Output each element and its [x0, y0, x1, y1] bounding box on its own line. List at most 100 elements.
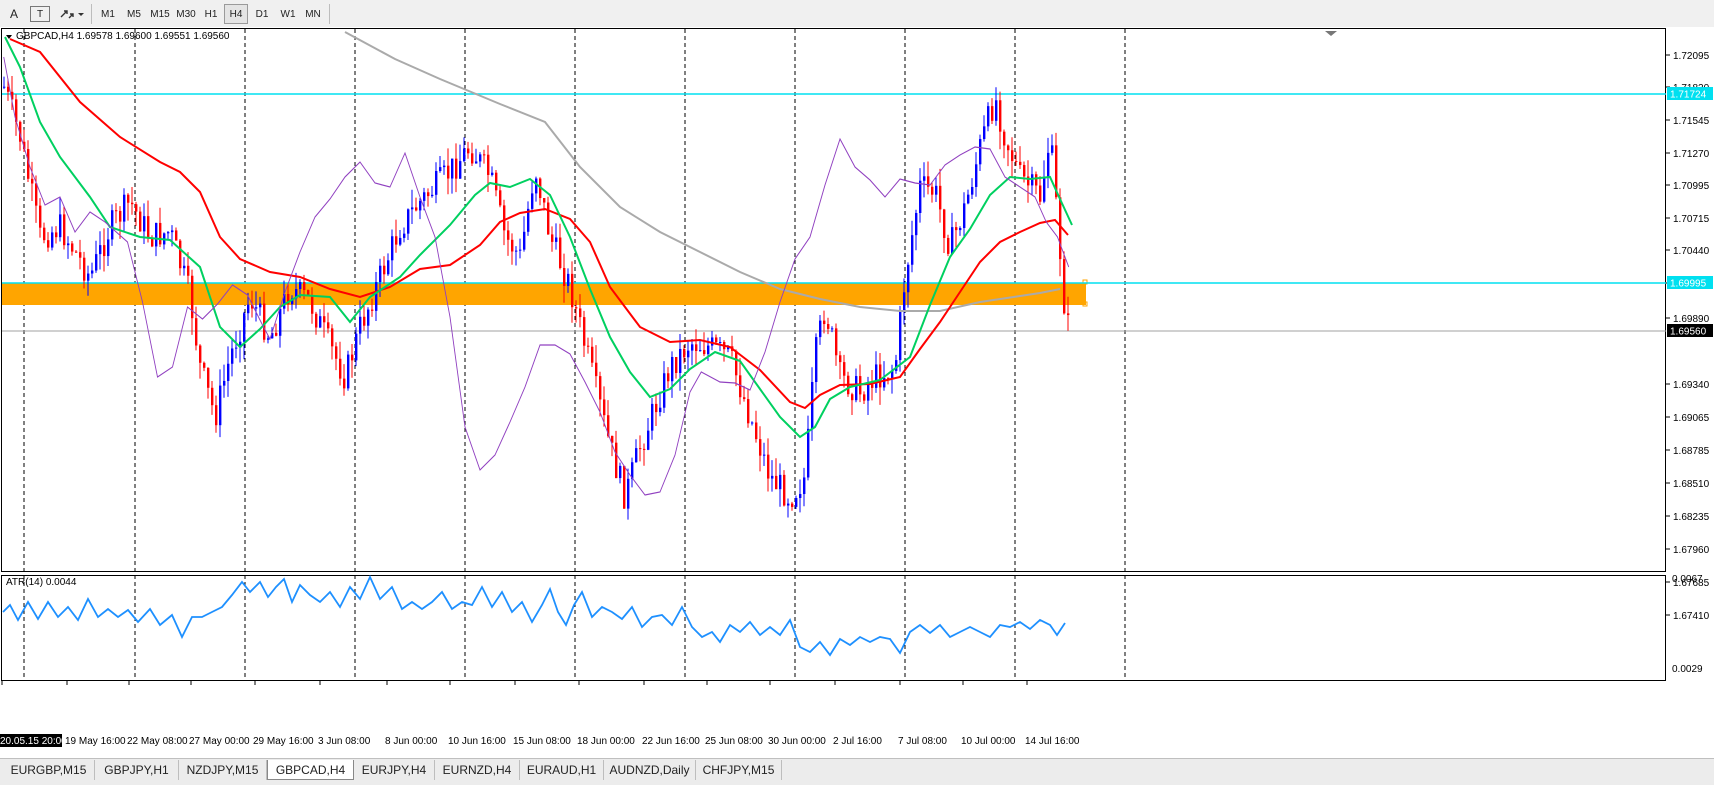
time-axis-label: 29 May 16:00	[253, 736, 314, 747]
candle-body	[431, 194, 434, 197]
candle-body	[947, 237, 950, 254]
candle-body	[1027, 176, 1030, 186]
candle-body	[651, 403, 654, 431]
tab-nzdjpy-m15[interactable]: NZDJPY,M15	[179, 760, 267, 780]
candle-body	[351, 354, 354, 361]
text-tool-button[interactable]: A	[9, 7, 18, 21]
candle-body	[135, 204, 138, 212]
candle-body	[339, 358, 342, 379]
candle-body	[303, 282, 306, 291]
candle-body	[943, 209, 946, 238]
candle-body	[1035, 174, 1038, 186]
candle-body	[235, 347, 238, 349]
timeframe-d1-button[interactable]: D1	[255, 8, 269, 20]
candle-body	[407, 209, 410, 234]
resistance-price-tag	[1667, 87, 1713, 100]
candle-body	[415, 207, 418, 211]
price-panel[interactable]	[1, 28, 1666, 572]
support-price-tag	[1667, 276, 1713, 289]
tab-eurjpy-h4[interactable]: EURJPY,H4	[354, 760, 435, 780]
candle-body	[999, 100, 1002, 132]
candle-body	[707, 345, 710, 355]
candle-body	[623, 465, 626, 509]
collapse-triangle-icon[interactable]	[6, 35, 12, 39]
timeframe-m30-button[interactable]: M30	[176, 8, 196, 20]
tab-audnzd-daily[interactable]: AUDNZD,Daily	[604, 760, 696, 780]
timeframe-w1-button[interactable]: W1	[280, 8, 296, 20]
candle-body	[39, 205, 42, 228]
candle-body	[755, 422, 758, 440]
candle-body	[383, 265, 386, 275]
time-axis-label: 25 Jun 08:00	[705, 736, 763, 747]
atr-panel[interactable]	[1, 575, 1666, 681]
timeframe-h4-button[interactable]: H4	[224, 4, 248, 24]
candle-body	[619, 465, 622, 479]
candle-body	[647, 430, 650, 450]
candle-body	[271, 332, 274, 339]
candle-body	[167, 232, 170, 234]
candle-body	[87, 273, 90, 281]
candle-body	[455, 158, 458, 179]
timeframe-h1-button[interactable]: H1	[204, 8, 218, 20]
timeframe-m1-button[interactable]: M1	[101, 8, 115, 20]
tab-eurgbp-m15[interactable]: EURGBP,M15	[3, 760, 95, 780]
tab-gbpcad-h4[interactable]: GBPCAD,H4	[267, 760, 354, 780]
candle-body	[443, 165, 446, 168]
candle-body	[207, 367, 210, 388]
candle-body	[371, 309, 374, 311]
candle-body	[819, 320, 822, 338]
candle-body	[475, 161, 478, 164]
price-axis-label: 1.67960	[1673, 545, 1710, 556]
time-axis-label: 10 Jun 16:00	[448, 736, 506, 747]
tab-euraud-h1[interactable]: EURAUD,H1	[520, 760, 604, 780]
candle-body	[243, 313, 246, 342]
support-price-label: 1.69995	[1670, 279, 1707, 290]
timeframe-m5-button[interactable]: M5	[127, 8, 141, 20]
candle-body	[599, 376, 602, 400]
candle-body	[803, 477, 806, 495]
tab-chfjpy-m15[interactable]: CHFJPY,M15	[696, 760, 782, 780]
candle-body	[143, 216, 146, 232]
toolbar: A T M1 M5 M15 M30 H1 H4 D1 W1 MN	[0, 0, 1714, 28]
candle-body	[275, 332, 278, 336]
candle-body	[451, 158, 454, 179]
candle-body	[643, 448, 646, 450]
candle-body	[387, 260, 390, 275]
candle-body	[467, 148, 470, 154]
candle-body	[27, 149, 30, 179]
candle-body	[1059, 197, 1062, 260]
arrows-tool-button[interactable]	[56, 4, 86, 24]
chart-window[interactable]: 1.720951.718201.715451.712701.709951.707…	[0, 27, 1714, 758]
candle-body	[359, 316, 362, 334]
candle-body	[307, 290, 310, 296]
candle-body	[343, 378, 346, 389]
candle-body	[483, 154, 486, 156]
candle-body	[375, 282, 378, 311]
support-zone[interactable]	[2, 283, 1086, 305]
candle-body	[895, 360, 898, 371]
candle-body	[155, 222, 158, 247]
text-label-tool-button[interactable]: T	[30, 6, 50, 22]
arrows-icon	[60, 10, 84, 19]
candle-body	[447, 165, 450, 179]
candle-body	[851, 394, 854, 401]
timeframe-m15-button[interactable]: M15	[150, 8, 170, 20]
candle-body	[23, 141, 26, 150]
tab-eurnzd-h4[interactable]: EURNZD,H4	[435, 760, 520, 780]
candle-body	[195, 318, 198, 346]
candle-body	[779, 474, 782, 490]
candle-body	[395, 236, 398, 245]
candle-body	[863, 394, 866, 401]
candle-body	[575, 307, 578, 309]
candle-body	[219, 385, 222, 426]
current-price-label: 1.69560	[1670, 327, 1707, 338]
timeframe-mn-button[interactable]: MN	[305, 8, 321, 20]
tab-gbpjpy-h1[interactable]: GBPJPY,H1	[95, 760, 179, 780]
candle-body	[995, 100, 998, 121]
candle-body	[871, 384, 874, 388]
chart-shift-marker-icon[interactable]	[1325, 31, 1337, 36]
candle-body	[855, 376, 858, 401]
candle-body	[251, 304, 254, 309]
candle-body	[1067, 313, 1070, 316]
price-axis-label: 1.69340	[1673, 380, 1710, 391]
